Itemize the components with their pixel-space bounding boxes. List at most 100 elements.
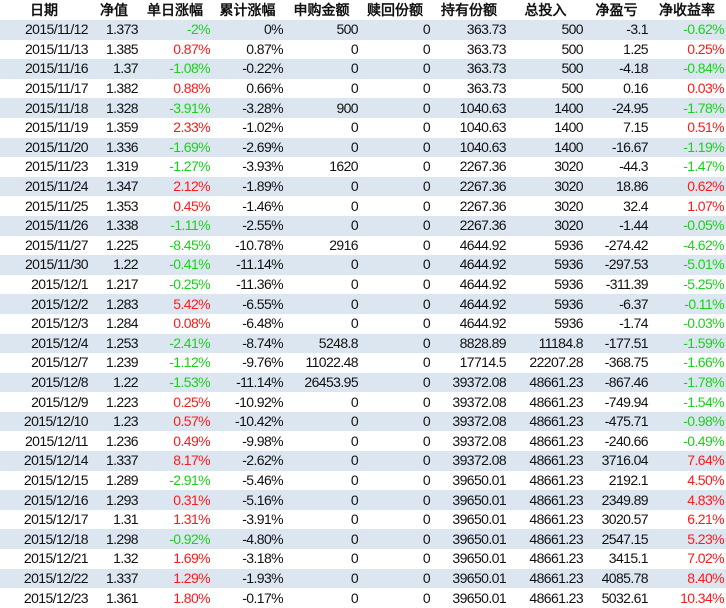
cell-cumulative-change[interactable]: -10.78% bbox=[235, 236, 284, 253]
cell-net-profit[interactable]: -749.94 bbox=[604, 393, 649, 410]
cell-held-shares[interactable]: 4644.92 bbox=[459, 315, 507, 332]
cell-total-invested[interactable]: 48661.23 bbox=[529, 393, 583, 410]
cell-cumulative-change[interactable]: -0.22% bbox=[242, 60, 283, 77]
cell-redeem-shares[interactable]: 0 bbox=[422, 373, 431, 390]
cell-cumulative-change[interactable]: -11.36% bbox=[236, 276, 284, 293]
cell-total-invested[interactable]: 500 bbox=[561, 40, 583, 57]
cell-total-invested[interactable]: 1400 bbox=[554, 99, 583, 116]
cell-daily-change[interactable]: 0.31% bbox=[173, 491, 210, 508]
cell-cumulative-change[interactable]: -5.16% bbox=[242, 491, 283, 508]
cell-nav[interactable]: 1.385 bbox=[105, 40, 139, 57]
cell-total-invested[interactable]: 3020 bbox=[554, 197, 583, 214]
cell-daily-change[interactable]: 0.87% bbox=[173, 40, 210, 57]
cell-date[interactable]: 2015/12/3 bbox=[31, 315, 88, 332]
cell-net-profit[interactable]: -4.18 bbox=[619, 60, 649, 77]
cell-total-invested[interactable]: 5936 bbox=[554, 315, 583, 332]
cell-net-return-rate[interactable]: -1.19% bbox=[683, 138, 724, 155]
cell-total-invested[interactable]: 48661.23 bbox=[529, 550, 583, 567]
cell-cumulative-change[interactable]: -10.42% bbox=[235, 413, 284, 430]
cell-daily-change[interactable]: 5.42% bbox=[173, 295, 210, 312]
cell-daily-change[interactable]: -1.53% bbox=[169, 373, 210, 390]
cell-held-shares[interactable]: 39650.01 bbox=[452, 491, 506, 508]
cell-nav[interactable]: 1.22 bbox=[113, 256, 138, 273]
cell-daily-change[interactable]: 0.45% bbox=[173, 197, 210, 214]
cell-cumulative-change[interactable]: -3.18% bbox=[242, 550, 283, 567]
header-net-profit[interactable]: 净盈亏 bbox=[595, 1, 638, 18]
cell-total-invested[interactable]: 5936 bbox=[554, 295, 583, 312]
cell-purchase-amount[interactable]: 0 bbox=[350, 60, 359, 77]
cell-date[interactable]: 2015/11/23 bbox=[24, 158, 89, 175]
cell-purchase-amount[interactable]: 0 bbox=[350, 511, 359, 528]
cell-date[interactable]: 2015/12/14 bbox=[23, 452, 89, 469]
cell-net-profit[interactable]: -177.51 bbox=[604, 334, 649, 351]
cell-net-return-rate[interactable]: -1.66% bbox=[683, 354, 724, 371]
cell-cumulative-change[interactable]: -1.46% bbox=[242, 197, 283, 214]
cell-redeem-shares[interactable]: 0 bbox=[422, 276, 431, 293]
cell-total-invested[interactable]: 22207.28 bbox=[529, 354, 583, 371]
cell-total-invested[interactable]: 48661.23 bbox=[529, 569, 583, 586]
cell-daily-change[interactable]: 0.57% bbox=[173, 413, 210, 430]
cell-purchase-amount[interactable]: 1620 bbox=[329, 158, 358, 175]
cell-cumulative-change[interactable]: -4.80% bbox=[242, 530, 283, 547]
cell-purchase-amount[interactable]: 0 bbox=[350, 471, 359, 488]
cell-date[interactable]: 2015/11/13 bbox=[24, 40, 89, 57]
cell-held-shares[interactable]: 39650.01 bbox=[452, 471, 506, 488]
cell-nav[interactable]: 1.217 bbox=[105, 276, 139, 293]
cell-daily-change[interactable]: 2.12% bbox=[173, 178, 210, 195]
cell-purchase-amount[interactable]: 0 bbox=[350, 197, 359, 214]
cell-redeem-shares[interactable]: 0 bbox=[422, 178, 431, 195]
cell-held-shares[interactable]: 39372.08 bbox=[452, 452, 506, 469]
cell-net-return-rate[interactable]: 4.50% bbox=[687, 471, 724, 488]
cell-total-invested[interactable]: 48661.23 bbox=[529, 530, 583, 547]
cell-date[interactable]: 2015/12/2 bbox=[31, 295, 88, 312]
cell-redeem-shares[interactable]: 0 bbox=[422, 334, 431, 351]
cell-date[interactable]: 2015/11/18 bbox=[24, 99, 89, 116]
cell-net-profit[interactable]: 2349.89 bbox=[601, 491, 649, 508]
cell-net-profit[interactable]: -6.37 bbox=[619, 295, 649, 312]
cell-purchase-amount[interactable]: 0 bbox=[350, 393, 359, 410]
cell-net-return-rate[interactable]: 0.25% bbox=[687, 40, 724, 57]
cell-redeem-shares[interactable]: 0 bbox=[422, 217, 431, 234]
cell-total-invested[interactable]: 3020 bbox=[554, 178, 583, 195]
cell-cumulative-change[interactable]: -2.69% bbox=[242, 138, 283, 155]
cell-date[interactable]: 2015/12/9 bbox=[31, 393, 88, 410]
cell-held-shares[interactable]: 39372.08 bbox=[452, 393, 506, 410]
cell-held-shares[interactable]: 1040.63 bbox=[459, 138, 507, 155]
cell-daily-change[interactable]: -1.69% bbox=[169, 138, 210, 155]
cell-purchase-amount[interactable]: 0 bbox=[350, 119, 359, 136]
cell-net-return-rate[interactable]: -0.49% bbox=[683, 432, 724, 449]
cell-daily-change[interactable]: -1.27% bbox=[169, 158, 210, 175]
cell-redeem-shares[interactable]: 0 bbox=[422, 589, 431, 606]
cell-redeem-shares[interactable]: 0 bbox=[422, 60, 431, 77]
cell-net-profit[interactable]: 4085.78 bbox=[601, 569, 649, 586]
cell-cumulative-change[interactable]: -10.92% bbox=[235, 393, 284, 410]
cell-held-shares[interactable]: 363.73 bbox=[466, 60, 507, 77]
cell-net-return-rate[interactable]: 5.23% bbox=[687, 530, 724, 547]
cell-date[interactable]: 2015/11/12 bbox=[24, 21, 89, 38]
cell-date[interactable]: 2015/12/16 bbox=[23, 491, 89, 508]
cell-total-invested[interactable]: 500 bbox=[561, 21, 583, 38]
cell-net-profit[interactable]: -24.95 bbox=[611, 99, 649, 116]
cell-net-return-rate[interactable]: 7.64% bbox=[687, 452, 724, 469]
cell-daily-change[interactable]: 0.08% bbox=[173, 315, 210, 332]
cell-net-profit[interactable]: 2192.1 bbox=[608, 471, 649, 488]
cell-purchase-amount[interactable]: 0 bbox=[350, 491, 359, 508]
cell-purchase-amount[interactable]: 0 bbox=[350, 295, 359, 312]
cell-daily-change[interactable]: 8.17% bbox=[173, 452, 210, 469]
cell-net-profit[interactable]: 7.15 bbox=[623, 119, 648, 136]
cell-purchase-amount[interactable]: 0 bbox=[350, 80, 359, 97]
cell-purchase-amount[interactable]: 11022.48 bbox=[305, 354, 358, 371]
cell-net-return-rate[interactable]: -1.78% bbox=[683, 373, 724, 390]
cell-purchase-amount[interactable]: 0 bbox=[350, 256, 359, 273]
cell-net-profit[interactable]: 1.25 bbox=[623, 40, 648, 57]
cell-daily-change[interactable]: -0.25% bbox=[169, 276, 210, 293]
cell-net-profit[interactable]: -1.74 bbox=[619, 315, 649, 332]
cell-cumulative-change[interactable]: -1.93% bbox=[242, 569, 283, 586]
cell-cumulative-change[interactable]: -6.55% bbox=[242, 295, 283, 312]
cell-held-shares[interactable]: 39650.01 bbox=[452, 550, 506, 567]
cell-total-invested[interactable]: 11184.8 bbox=[538, 334, 584, 351]
cell-daily-change[interactable]: -0.41% bbox=[169, 256, 210, 273]
cell-total-invested[interactable]: 500 bbox=[561, 80, 583, 97]
cell-nav[interactable]: 1.353 bbox=[105, 197, 139, 214]
cell-daily-change[interactable]: -1.08% bbox=[169, 60, 210, 77]
